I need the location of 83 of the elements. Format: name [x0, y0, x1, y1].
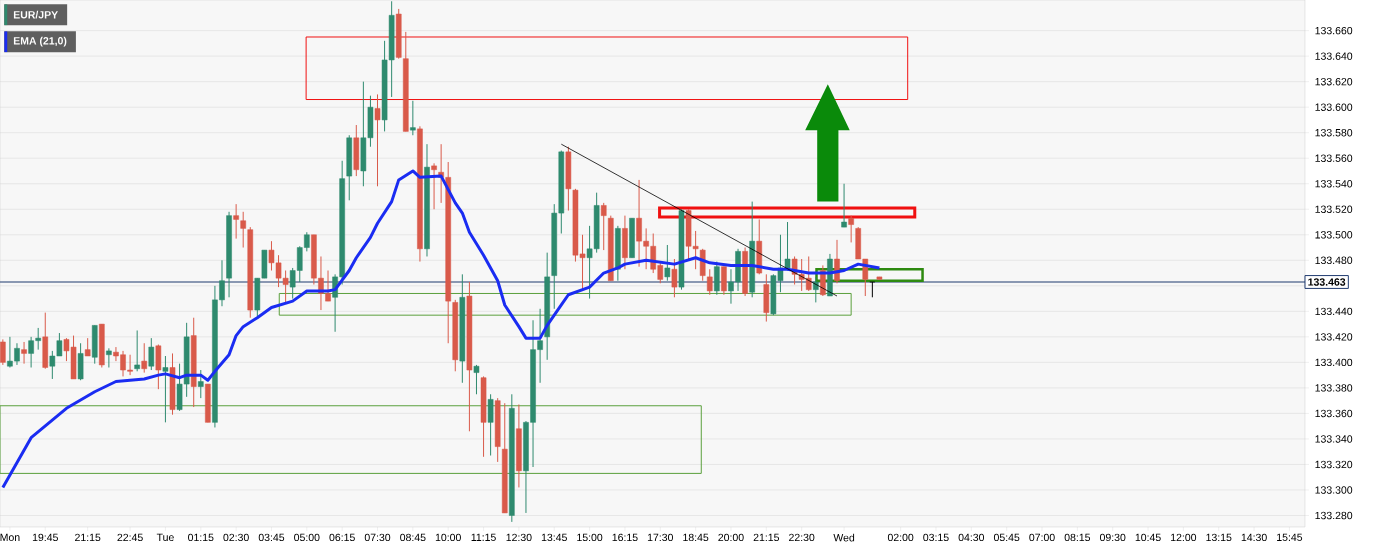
y-tick-label: 133.320 — [1315, 460, 1353, 469]
candlestick — [473, 364, 480, 395]
y-tick-label: 133.580 — [1315, 128, 1353, 137]
x-tick-label: 22:45 — [117, 533, 143, 542]
y-tick-label: 133.480 — [1315, 256, 1353, 265]
y-tick-label: 133.340 — [1315, 435, 1353, 443]
x-tick-label: 13:45 — [541, 533, 567, 542]
candlestick — [841, 183, 847, 228]
x-tick-label: 11:15 — [471, 533, 496, 542]
candlestick — [671, 258, 678, 298]
candlestick — [106, 347, 112, 368]
x-tick-label: Mon — [0, 533, 20, 542]
x-tick-label: 10:00 — [435, 533, 461, 542]
legend-label: EUR/JPY — [13, 10, 58, 19]
candlestick — [197, 369, 204, 399]
x-tick-label: 15:45 — [1277, 533, 1303, 542]
x-tick-label: 14:30 — [1241, 533, 1267, 542]
x-tick-label: 05:00 — [294, 533, 320, 542]
candlestick — [706, 268, 713, 296]
y-tick-label: 133.360 — [1315, 409, 1353, 418]
x-tick-label: 05:45 — [993, 533, 1020, 542]
x-tick-label: 17:30 — [647, 533, 673, 542]
candlestick — [805, 255, 812, 292]
line-series — [1, 169, 881, 489]
x-tick-label: 07:30 — [364, 533, 391, 542]
x-tick-label: 21:15 — [75, 533, 101, 542]
y-tick-label: 133.620 — [1315, 77, 1353, 86]
x-tick-label: Tue — [156, 533, 174, 542]
candlestick — [848, 215, 854, 243]
x-tick-label: 16:15 — [612, 533, 638, 542]
x-tick-label: 12:30 — [506, 533, 532, 542]
x-tick-label: 21:15 — [753, 533, 779, 542]
x-tick-label: 03:15 — [923, 533, 949, 542]
ref-line-label: 133.463 — [1308, 278, 1346, 286]
candlestick — [162, 355, 169, 423]
y-tick-label: 133.560 — [1315, 154, 1353, 162]
x-tick-label: 20:00 — [718, 533, 744, 542]
candlestick — [869, 281, 876, 298]
x-tick-label: 03:45 — [258, 533, 285, 542]
x-tick-label: 07:00 — [1029, 533, 1055, 542]
x-tick-label: Wed — [833, 533, 855, 542]
x-tick-label: 22:30 — [789, 533, 815, 542]
y-tick-label: 133.520 — [1315, 205, 1353, 213]
candlestick — [148, 337, 155, 371]
candlestick — [664, 244, 671, 282]
candlestick — [410, 100, 416, 136]
candlestick — [600, 202, 607, 251]
candlestick — [487, 393, 494, 457]
x-tick-label: 13:15 — [1206, 533, 1232, 542]
x-tick-label: 10:45 — [1135, 533, 1161, 542]
legend-label: EMA (21,0) — [13, 36, 67, 47]
y-tick-label: 133.600 — [1315, 103, 1353, 111]
x-tick-label: 01:15 — [188, 533, 214, 542]
x-tick-label: 02:30 — [223, 533, 249, 542]
x-tick-label: 09:30 — [1099, 533, 1126, 542]
y-tick-label: 133.420 — [1315, 333, 1353, 341]
x-tick-label: 04:30 — [958, 533, 985, 542]
x-tick-label: 15:00 — [577, 533, 603, 542]
y-tick-label: 133.280 — [1315, 511, 1353, 520]
y-tick-label: 133.380 — [1315, 384, 1353, 392]
x-tick-label: 12:00 — [1171, 533, 1197, 542]
candlestick — [134, 329, 140, 372]
x-tick-label: 06:15 — [329, 533, 355, 542]
y-tick-label: 133.440 — [1315, 307, 1353, 316]
candlestick — [21, 341, 27, 365]
y-tick-label: 133.640 — [1315, 52, 1353, 60]
candlestick — [431, 162, 437, 210]
candlestick — [141, 342, 148, 374]
x-tick-label: 08:45 — [400, 533, 426, 542]
x-tick-label: 02:00 — [887, 533, 914, 542]
y-tick-label: 133.540 — [1315, 180, 1353, 188]
candlestick — [233, 203, 239, 240]
candlestick — [374, 93, 381, 187]
x-tick-label: 18:45 — [683, 533, 709, 542]
y-tick-label: 133.300 — [1315, 486, 1353, 494]
y-tick-label: 133.400 — [1315, 358, 1353, 367]
x-tick-label: 19:45 — [32, 533, 58, 542]
x-tick-label: 08:15 — [1064, 533, 1091, 542]
candlestick — [0, 338, 6, 366]
y-tick-label: 133.500 — [1315, 231, 1353, 239]
candlestick — [240, 211, 246, 249]
y-tick-label: 133.660 — [1315, 26, 1353, 35]
candlestick — [834, 239, 840, 284]
